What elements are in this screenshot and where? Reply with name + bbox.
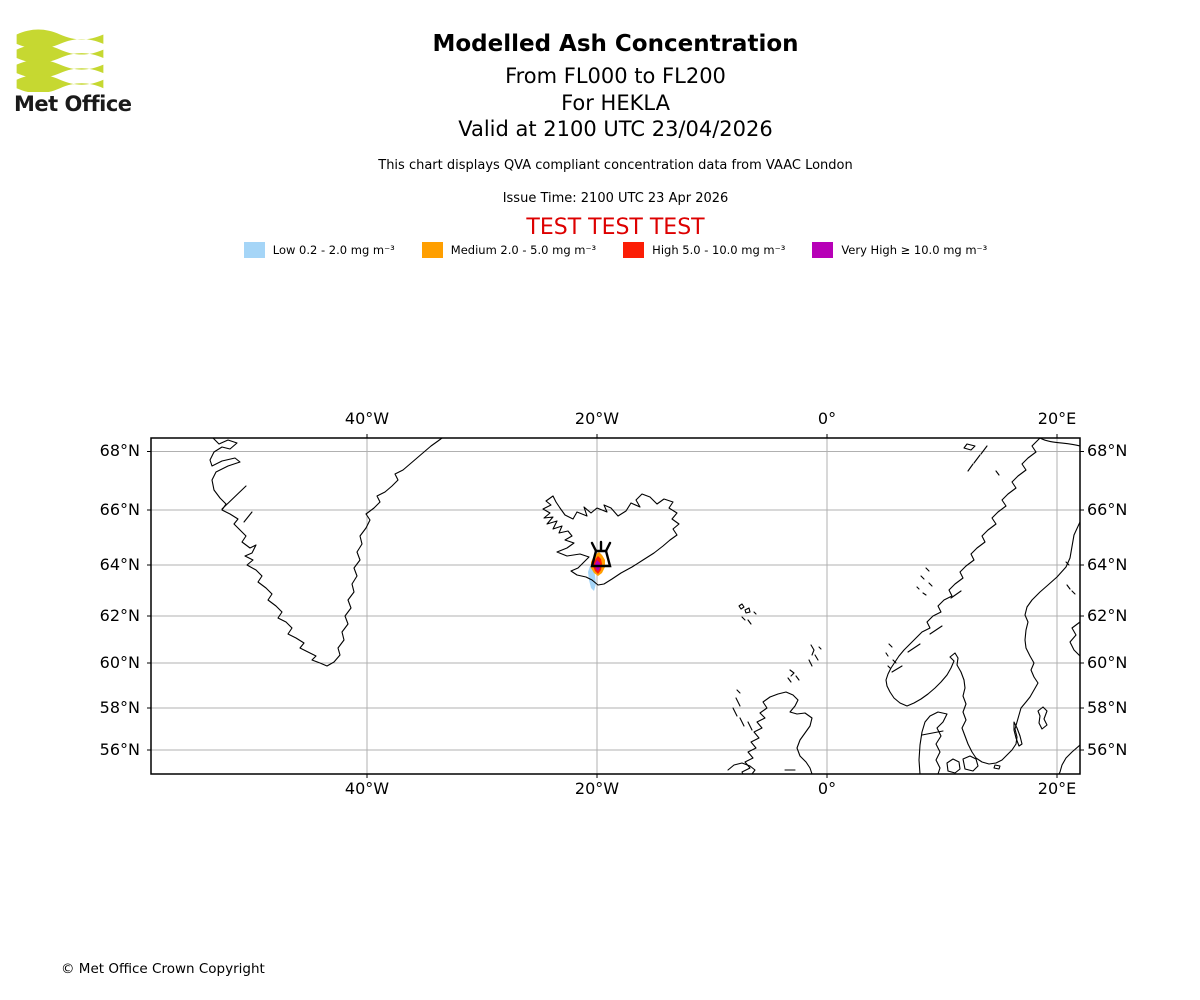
coastline-scandinavia xyxy=(885,438,1080,765)
lat-label-left-66n: 66°N xyxy=(99,500,140,519)
lat-label-left-56n: 56°N xyxy=(99,740,140,759)
legend-swatch-very-high xyxy=(812,242,834,258)
lat-label-right-58n: 58°N xyxy=(1087,698,1128,717)
lat-label-right-56n: 56°N xyxy=(1087,740,1128,759)
lat-label-left-62n: 62°N xyxy=(99,606,140,625)
coastline-zealand xyxy=(962,755,979,772)
lon-label-top-20e: 20°E xyxy=(1037,409,1077,428)
met-office-logo-text: Met Office xyxy=(14,92,132,116)
coastline-norway-fjords xyxy=(891,590,962,673)
legend-label-low: Low 0.2 - 2.0 mg m⁻³ xyxy=(272,243,395,257)
legend-label-medium: Medium 2.0 - 5.0 mg m⁻³ xyxy=(450,243,597,257)
legend-item-very-high: Very High ≥ 10.0 mg m⁻³ xyxy=(812,242,987,258)
coastline-greenland-fjord xyxy=(221,485,247,510)
legend-item-high: High 5.0 - 10.0 mg m⁻³ xyxy=(623,242,785,258)
subtitle-flight-levels: From FL000 to FL200 xyxy=(505,64,726,88)
subtitle-volcano: For HEKLA xyxy=(561,91,670,115)
lon-label-top-40w: 40°W xyxy=(344,409,390,428)
lat-label-right-62n: 62°N xyxy=(1087,606,1128,625)
coastline-orkney xyxy=(787,669,800,683)
legend-swatch-medium xyxy=(421,242,443,258)
legend-label-very-high: Very High ≥ 10.0 mg m⁻³ xyxy=(841,243,988,257)
map-svg xyxy=(147,434,1084,778)
coastline-lofoten xyxy=(963,443,1000,476)
map-ticks xyxy=(147,434,1084,778)
legend-label-high: High 5.0 - 10.0 mg m⁻³ xyxy=(652,243,786,257)
legend-item-low: Low 0.2 - 2.0 mg m⁻³ xyxy=(243,242,395,258)
coastline-funen xyxy=(946,758,961,774)
coastline-greenland-fjord2 xyxy=(243,511,253,523)
coastline-oland xyxy=(1013,721,1023,747)
coastline-baltic-edge xyxy=(1058,744,1080,774)
legend-item-medium: Medium 2.0 - 5.0 mg m⁻³ xyxy=(421,242,597,258)
lat-label-left-68n: 68°N xyxy=(99,441,140,460)
coastline-scotland xyxy=(741,691,813,774)
graticule xyxy=(151,438,1080,774)
map-frame xyxy=(150,437,1081,775)
legend-swatch-low xyxy=(243,242,265,258)
copyright-note: © Met Office Crown Copyright xyxy=(61,961,265,977)
coastline-norway-islands xyxy=(885,567,933,669)
lat-label-right-68n: 68°N xyxy=(1087,441,1128,460)
coastline-hebrides xyxy=(732,689,753,731)
coastline-faroes xyxy=(738,603,757,625)
coastline-norway-top xyxy=(1039,438,1080,447)
coastline-iceland xyxy=(542,493,680,586)
coastline-baltic-islets xyxy=(1065,561,1076,595)
lat-label-right-64n: 64°N xyxy=(1087,555,1128,574)
lon-label-bottom-0: 0° xyxy=(817,779,837,798)
lon-label-bottom-20w: 20°W xyxy=(574,779,620,798)
lat-label-left-60n: 60°N xyxy=(99,653,140,672)
legend: Low 0.2 - 2.0 mg m⁻³ Medium 2.0 - 5.0 mg… xyxy=(31,242,1200,258)
lon-label-top-0: 0° xyxy=(817,409,837,428)
met-office-logo-waves xyxy=(16,29,104,92)
lon-label-bottom-20e: 20°E xyxy=(1037,779,1077,798)
coastline-jutland xyxy=(918,711,948,774)
coastline-bothnia-edge xyxy=(1069,621,1080,657)
legend-swatch-high xyxy=(623,242,645,258)
coastline-gotland xyxy=(1037,706,1048,730)
lon-label-bottom-40w: 40°W xyxy=(344,779,390,798)
coastline-bornholm xyxy=(993,764,1001,770)
qva-compliance-note: This chart displays QVA compliant concen… xyxy=(378,158,853,173)
coastline-greenland xyxy=(209,438,443,667)
lat-label-right-66n: 66°N xyxy=(1087,500,1128,519)
lat-label-right-60n: 60°N xyxy=(1087,653,1128,672)
page-title: Modelled Ash Concentration xyxy=(432,31,799,57)
volcano-marker-hekla xyxy=(590,540,612,568)
coastline-shetland xyxy=(808,644,822,667)
coastlines xyxy=(209,438,1080,774)
map-panel xyxy=(146,433,1085,779)
lat-label-left-58n: 58°N xyxy=(99,698,140,717)
coastline-northern-ireland xyxy=(727,762,756,774)
issue-time: Issue Time: 2100 UTC 23 Apr 2026 xyxy=(502,191,729,206)
coastline-limfjord xyxy=(921,730,944,736)
lon-label-top-20w: 20°W xyxy=(574,409,620,428)
subtitle-valid-time: Valid at 2100 UTC 23/04/2026 xyxy=(458,117,773,141)
lat-label-left-64n: 64°N xyxy=(99,555,140,574)
test-banner: TEST TEST TEST xyxy=(526,215,705,240)
met-office-logo: Met Office xyxy=(14,26,134,116)
